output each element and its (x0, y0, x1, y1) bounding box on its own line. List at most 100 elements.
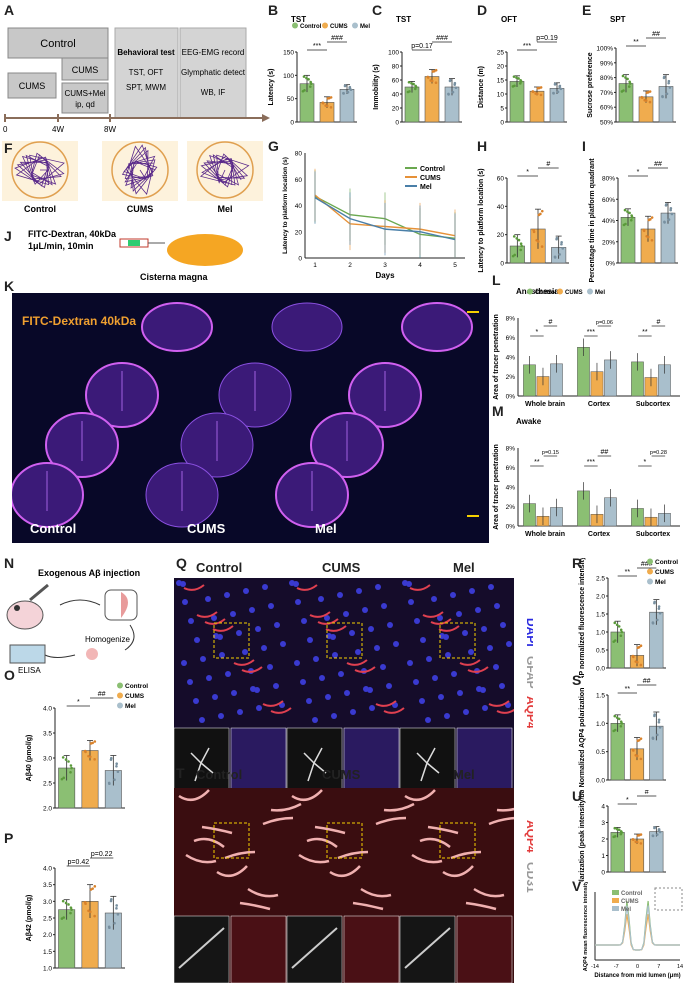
aqp4-vessel (422, 611, 444, 618)
legend-control: Control (535, 290, 557, 296)
control-box-label: Control (40, 38, 75, 50)
nucleus (312, 717, 318, 723)
data-point (115, 907, 118, 910)
scale-bar-2 (467, 515, 479, 517)
data-point (559, 87, 563, 91)
nucleus (344, 690, 350, 696)
y-tick-label: 3.0 (43, 756, 52, 763)
data-point (613, 621, 617, 625)
y-axis-label: Latency (s) (268, 69, 275, 106)
vessel (239, 901, 271, 911)
nucleus (499, 683, 505, 689)
y-tick-label: 40% (602, 218, 615, 225)
nucleus (456, 611, 462, 617)
sig-label: # (548, 319, 552, 326)
chart-p: 1.0 1.5 2.0 2.5 3.0 3.5 4.0 Aβ42 (pmol/g) p=0.42… (26, 851, 125, 973)
data-point (621, 74, 625, 78)
cums-box-label: CUMS (19, 81, 46, 91)
aqp4-vessel (409, 584, 431, 591)
y-axis-label: AQP4 polarization (peak intensity/baseli… (579, 790, 586, 882)
panel-letter-e: E (582, 2, 592, 18)
y-tick-label: 0 (601, 870, 605, 877)
nucleus (187, 679, 193, 685)
data-point (653, 826, 656, 830)
sig-label: p=0.19 (536, 35, 558, 42)
data-point (560, 241, 563, 244)
n-title: Exogenous Aβ injection (38, 568, 140, 578)
maze-bg (187, 141, 263, 201)
behavioral-items1: TST, OFT (129, 68, 164, 77)
data-point (348, 85, 352, 89)
y-tick-label: 80 (392, 64, 400, 71)
data-point (639, 644, 643, 647)
sig-label: * (626, 797, 629, 804)
data-point (434, 81, 438, 84)
y-tick-label: 2 (601, 837, 605, 844)
y-tick-label: 25 (497, 50, 505, 57)
cums2-box-label: CUMS (72, 65, 99, 75)
nucleus (469, 588, 475, 594)
legend-marker-control (612, 890, 619, 895)
syringe-fill (128, 240, 140, 246)
data-point (667, 79, 671, 83)
data-point (512, 75, 516, 78)
panel-letter-j: J (4, 228, 12, 244)
y-tick-label: 0.5 (596, 648, 605, 655)
cums-mel-dose: ip, qd (75, 100, 95, 109)
category-label: Subcortex (636, 531, 670, 538)
nucleus (193, 698, 199, 704)
y-tick-label: 3 (601, 820, 605, 827)
aqp4-vessel (317, 618, 339, 625)
chart-title: SPT (610, 15, 626, 24)
sig-label: p=0.15 (542, 450, 559, 456)
nucleus (481, 626, 487, 632)
y-tick-label: 2.5 (43, 916, 52, 923)
nucleus (230, 611, 236, 617)
nucleus (237, 709, 243, 715)
data-point (88, 910, 92, 914)
nucleus (338, 671, 344, 677)
data-point (407, 80, 411, 84)
data-point (539, 93, 543, 97)
cd31-zoom (399, 915, 456, 983)
sig-label: *** (587, 329, 595, 336)
data-point (615, 716, 619, 719)
chart-r: 0.0 0.5 1.0 1.5 2.0 2.5 GFAP normalized fluore… (579, 558, 678, 678)
zoom-box (213, 822, 250, 859)
data-point (553, 256, 557, 259)
vessel (298, 853, 330, 864)
behavioral-items2: SPT, MWM (126, 83, 166, 92)
panel-letter-m: M (492, 403, 504, 419)
data-point (642, 228, 646, 232)
sig-label: p=0.17 (411, 43, 433, 50)
data-point (650, 216, 654, 219)
mouse-eye-icon (14, 605, 20, 611)
data-point (69, 906, 73, 909)
brain-slice (271, 302, 343, 352)
merge-zoom (230, 727, 287, 798)
y-tick-label: 8% (506, 316, 516, 323)
data-point (67, 760, 70, 763)
data-point (325, 104, 329, 108)
q-cells (174, 580, 514, 798)
maze-label-cums: CUMS (127, 204, 154, 214)
panel-letter-i: I (582, 138, 586, 154)
y-tick-label: 40 (295, 203, 303, 210)
data-point (648, 90, 652, 93)
data-point (663, 221, 666, 224)
bar-control (610, 832, 625, 873)
nucleus (420, 637, 426, 643)
data-point (346, 90, 350, 94)
data-point (70, 908, 73, 911)
sig-label: ### (331, 35, 343, 42)
merge-zoom (456, 727, 513, 798)
data-point (113, 921, 116, 925)
sig-label: ## (643, 678, 651, 685)
data-point (615, 623, 619, 627)
data-point (667, 218, 671, 221)
vessel (329, 865, 361, 878)
aqp4-vessel (296, 584, 318, 591)
nucleus (487, 645, 493, 651)
nucleus (231, 690, 237, 696)
aqp4-vessel (383, 707, 405, 714)
